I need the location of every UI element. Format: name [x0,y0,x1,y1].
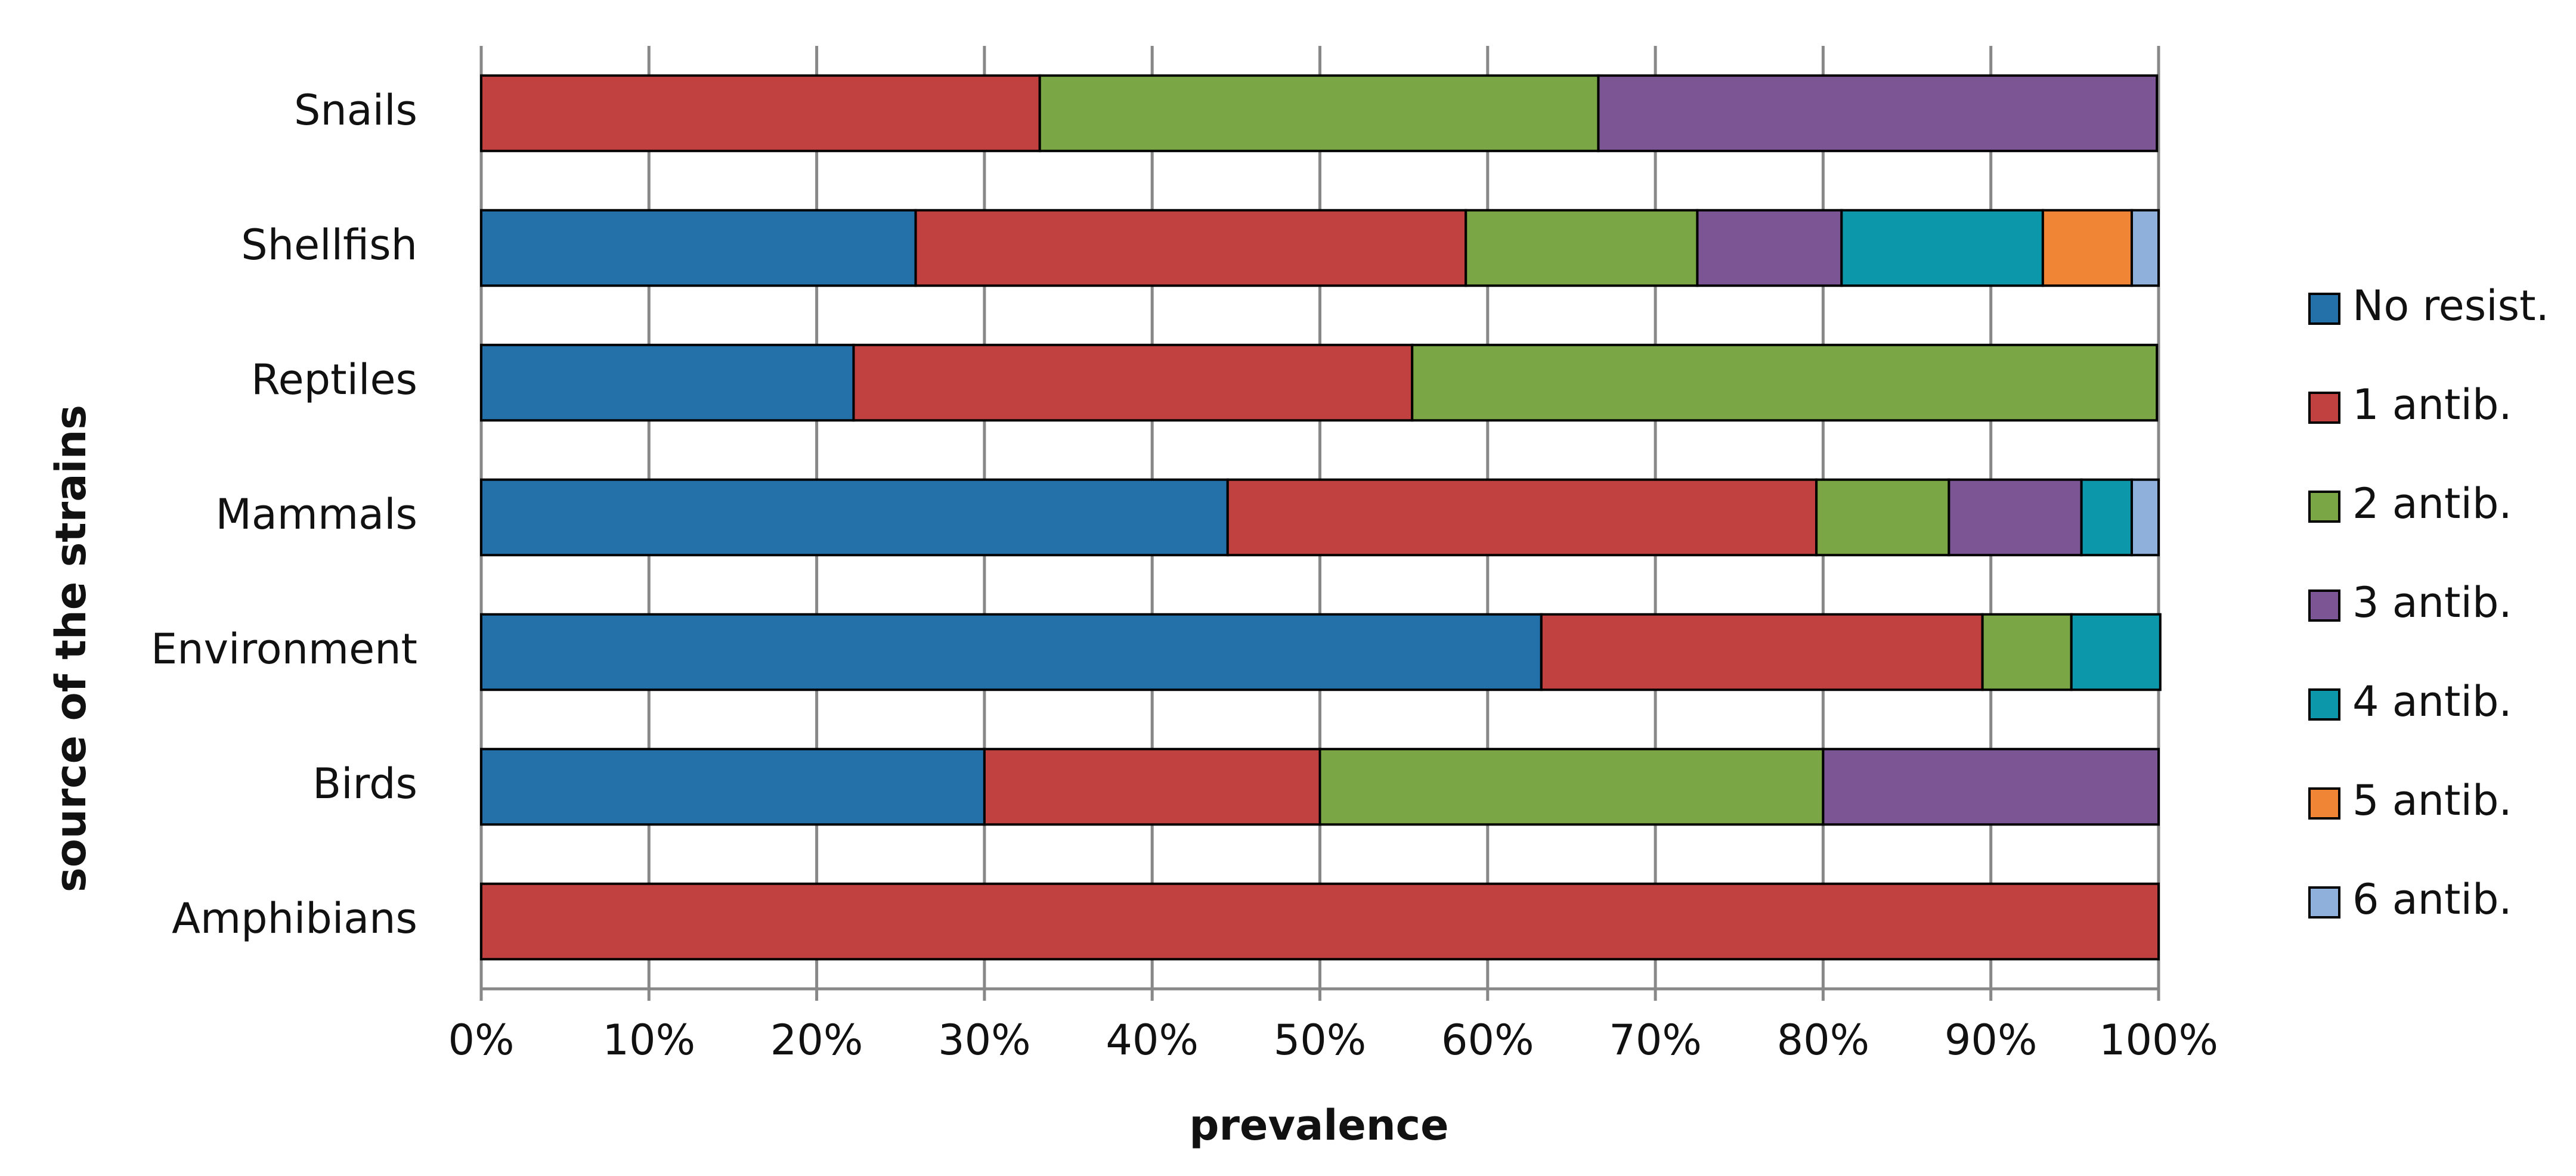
x-tick-label: 30% [938,1016,1031,1065]
bar-segment [480,343,855,422]
legend-swatch [2308,688,2340,721]
bar-segment [1540,613,1984,691]
x-axis-title: prevalence [1189,1101,1448,1150]
legend-swatch [2308,491,2340,523]
bar-segment [2070,613,2162,691]
bar-segment [480,747,986,826]
bar-segment [1226,478,1818,557]
x-tick-label: 100% [2099,1016,2218,1065]
bar-segment [1597,74,2159,153]
y-tick-label: Environment [151,625,417,674]
legend-label: 6 antib. [2352,875,2512,924]
x-tick-label: 40% [1106,1016,1199,1065]
legend-swatch [2308,293,2340,325]
legend-label: No resist. [2352,281,2549,330]
x-tick-label: 10% [603,1016,696,1065]
y-tick-label: Mammals [216,490,417,539]
legend-label: 1 antib. [2352,380,2512,429]
bar-segment [480,74,1041,153]
bar-segment [2130,209,2160,287]
bar-segment [480,613,1543,691]
y-tick-label: Shellfish [241,221,417,269]
legend-swatch [2308,392,2340,424]
bar-segment [1318,747,1825,826]
legend-swatch [2308,589,2340,622]
y-tick-label: Snails [294,86,417,135]
y-tick-label: Birds [312,759,417,808]
bar-segment [2130,478,2160,557]
bar-segment [2080,478,2133,557]
bar-segment [1411,343,2159,422]
x-tick-label: 50% [1274,1016,1367,1065]
legend-label: 5 antib. [2352,776,2512,825]
bar-segment [852,343,1414,422]
bar-segment [1465,209,1699,287]
bar-segment [1948,478,2083,557]
y-tick-label: Amphibians [172,894,417,943]
x-tick-label: 80% [1777,1016,1870,1065]
legend-label: 4 antib. [2352,677,2512,726]
legend-label: 3 antib. [2352,578,2512,627]
bar-segment [480,478,1229,557]
x-tick-label: 90% [1945,1016,2038,1065]
y-axis-title: source of the strains [47,405,95,892]
bar-segment [1840,209,2044,287]
bar-segment [1696,209,1843,287]
legend-label: 2 antib. [2352,479,2512,528]
legend-swatch [2308,787,2340,820]
bar-segment [480,882,2160,961]
bar-segment [1038,74,1600,153]
x-tick-label: 0% [448,1016,514,1065]
bar-segment [2041,209,2133,287]
bar-segment [480,209,917,287]
bar-segment [1981,613,2073,691]
x-tick-label: 60% [1441,1016,1534,1065]
y-tick-label: Reptiles [251,355,417,404]
bar-segment [1822,747,2160,826]
bar-segment [914,209,1467,287]
legend-swatch [2308,886,2340,919]
x-tick-label: 20% [770,1016,863,1065]
bar-segment [983,747,1321,826]
bar-segment [1815,478,1950,557]
x-tick-label: 70% [1609,1016,1702,1065]
